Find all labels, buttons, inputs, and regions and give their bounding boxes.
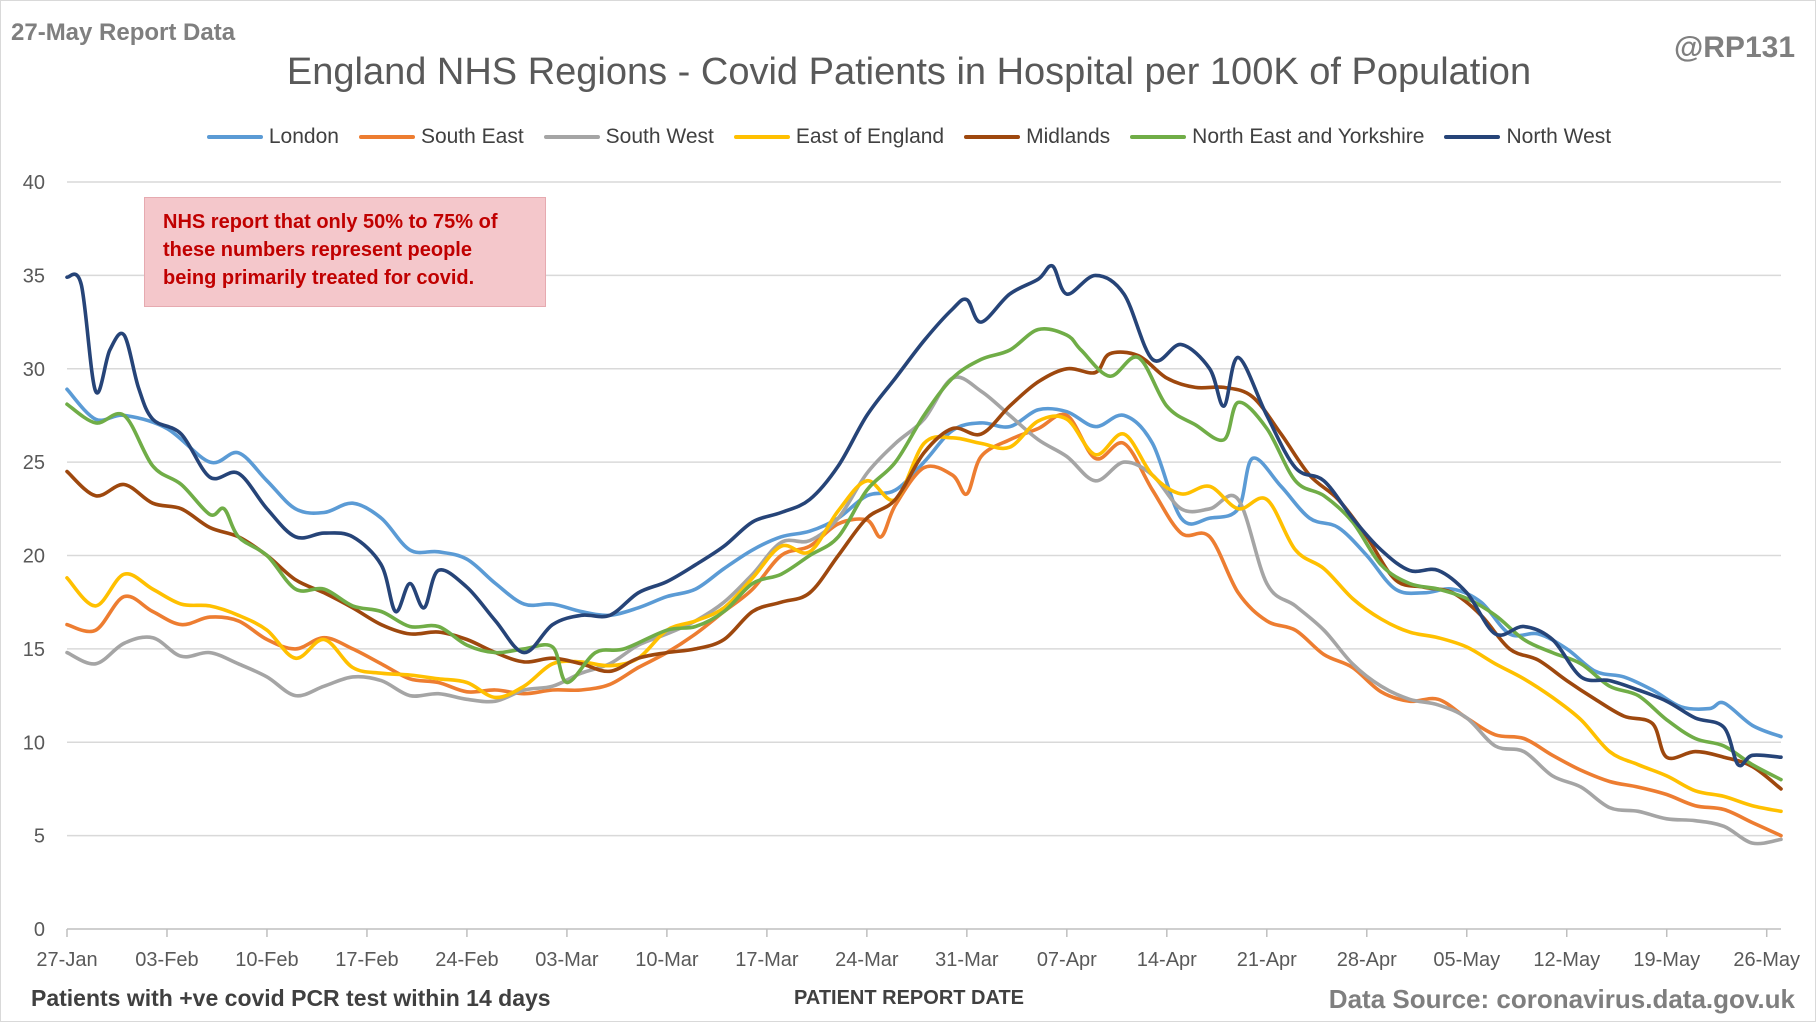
legend-swatch [358, 135, 415, 139]
legend-item-london: London [206, 125, 339, 149]
x-tick-label: 03-Feb [135, 949, 198, 971]
x-tick-label: 31-Mar [935, 949, 999, 971]
x-tick-label: 24-Mar [835, 949, 899, 971]
y-tick-label: 35 [23, 265, 45, 287]
y-tick-label: 30 [23, 359, 45, 381]
x-tick-label: 10-Feb [235, 949, 298, 971]
series-line-south-west [65, 375, 1783, 846]
x-tick-label: 19-May [1633, 949, 1700, 971]
chart-legend: London South East South West East of Englan… [1, 125, 1816, 149]
annotation-box: NHS report that only 50% to 75% of these… [144, 197, 546, 307]
legend-label: South East [420, 125, 524, 148]
author-handle: @RP131 [1674, 31, 1795, 64]
y-tick-label: 10 [23, 732, 45, 754]
series-line-north-east-and-yorkshire [65, 327, 1783, 782]
legend-swatch [206, 135, 263, 139]
y-tick-label: 20 [23, 546, 45, 568]
legend-item-south-west: South West [543, 125, 714, 149]
legend-item-midlands: Midlands [964, 125, 1110, 149]
y-tick-label: 25 [23, 452, 45, 474]
footer-note: Patients with +ve covid PCR test within … [31, 985, 551, 1011]
x-tick-label: 28-Apr [1337, 949, 1397, 971]
legend-label: Midlands [1026, 125, 1111, 148]
series-line-north-west [65, 263, 1783, 768]
x-tick-label: 17-Feb [335, 949, 398, 971]
series-lines [65, 263, 1783, 846]
x-tick-label: 05-May [1433, 949, 1500, 971]
x-tick-label: 17-Mar [735, 949, 799, 971]
series-line-midlands [65, 350, 1783, 791]
legend-label: London [268, 125, 339, 148]
legend-swatch [964, 135, 1021, 139]
legend-label: North West [1506, 125, 1612, 148]
series-line-south-east [65, 412, 1783, 838]
y-tick-label: 0 [34, 919, 45, 941]
legend-item-north-east-and-yorkshire: North East and Yorkshire [1130, 125, 1424, 149]
axes: 0 5 10 15 20 25 30 35 40 27-Jan 03-Feb 10-Feb 17-Feb… [23, 172, 1800, 971]
legend-swatch [1130, 135, 1187, 139]
x-tick-label: 07-Apr [1037, 949, 1097, 971]
legend-item-north-west: North West [1444, 125, 1611, 149]
series-line-east-of-england [65, 414, 1783, 814]
legend-item-east-of-england: East of England [733, 125, 945, 149]
x-tick-label: 27-Jan [36, 949, 97, 971]
legend-swatch [1444, 135, 1501, 139]
x-tick-label: 10-Mar [635, 949, 699, 971]
x-tick-label: 03-Mar [535, 949, 599, 971]
legend-swatch [733, 135, 790, 139]
x-tick-label: 21-Apr [1237, 949, 1297, 971]
report-date-label: 27-May Report Data [11, 19, 236, 46]
x-tick-label: 24-Feb [435, 949, 498, 971]
legend-label: North East and Yorkshire [1192, 125, 1425, 148]
y-tick-label: 15 [23, 639, 45, 661]
x-tick-label: 12-May [1533, 949, 1600, 971]
legend-label: South West [605, 125, 714, 148]
y-tick-label: 40 [23, 172, 45, 194]
x-tick-label: 14-Apr [1137, 949, 1197, 971]
data-source: Data Source: coronavirus.data.gov.uk [1328, 984, 1795, 1014]
legend-item-south-east: South East [358, 125, 524, 149]
y-tick-label: 5 [34, 826, 45, 848]
x-axis-title: PATIENT REPORT DATE [794, 987, 1024, 1009]
legend-swatch [543, 135, 600, 139]
x-tick-label: 26-May [1733, 949, 1800, 971]
legend-label: East of England [795, 125, 945, 148]
chart-title: England NHS Regions - Covid Patients in … [286, 51, 1532, 93]
